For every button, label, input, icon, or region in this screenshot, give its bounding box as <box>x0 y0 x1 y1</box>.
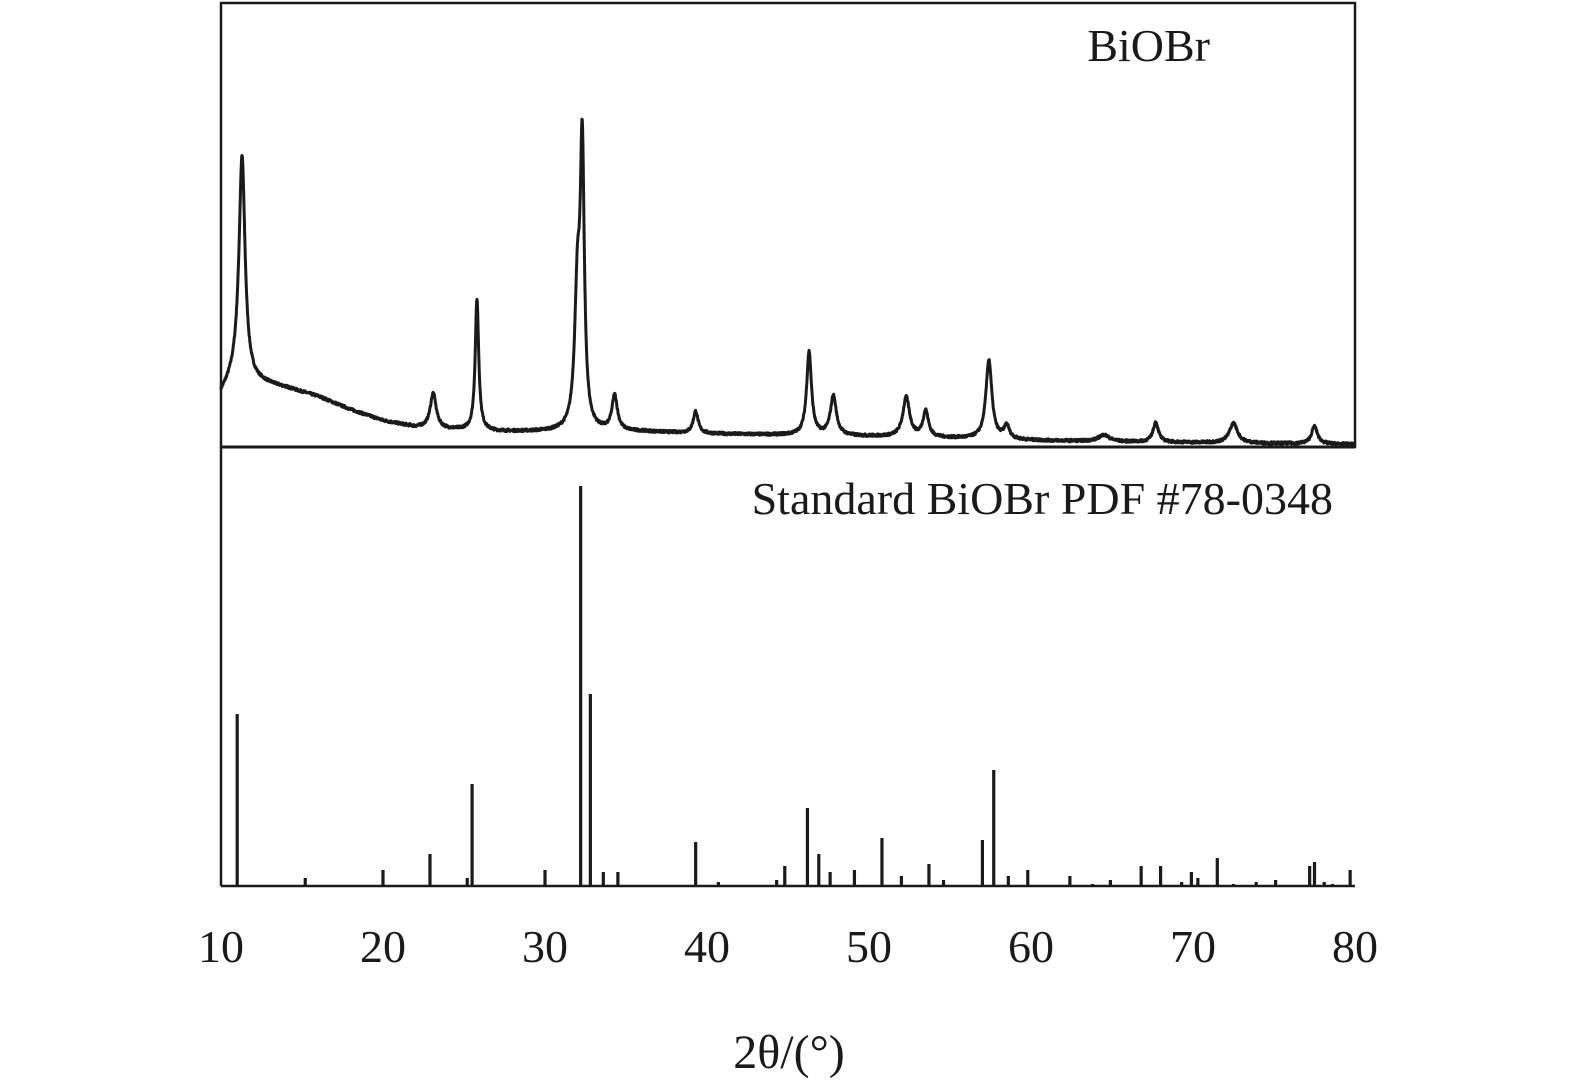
x-tick-label-70: 70 <box>1170 921 1216 972</box>
panel-label-standard: Standard BiOBr PDF #78-0348 <box>752 473 1333 524</box>
x-tick-label-30: 30 <box>522 921 568 972</box>
series-line-measured <box>219 117 1357 447</box>
panel-label-measured: BiOBr <box>1087 20 1210 71</box>
x-tick-label-40: 40 <box>684 921 730 972</box>
x-tick-labels: 10 20 30 40 50 60 70 80 <box>198 921 1378 972</box>
x-tick-label-50: 50 <box>846 921 892 972</box>
x-tick-label-60: 60 <box>1008 921 1054 972</box>
plot-layer <box>219 117 1357 886</box>
x-axis-title: 2θ/(°) <box>733 1026 845 1079</box>
x-tick-label-20: 20 <box>360 921 406 972</box>
x-tick-label-10: 10 <box>198 921 244 972</box>
x-tick-label-80: 80 <box>1332 921 1378 972</box>
